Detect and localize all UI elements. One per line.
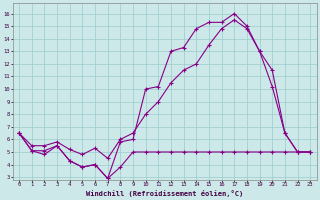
- X-axis label: Windchill (Refroidissement éolien,°C): Windchill (Refroidissement éolien,°C): [86, 190, 243, 197]
